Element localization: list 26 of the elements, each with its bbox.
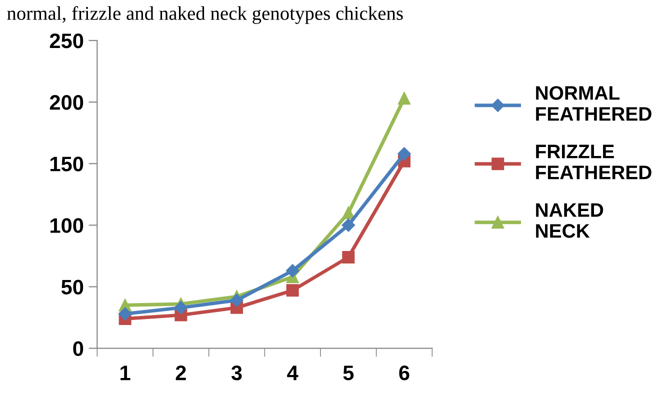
x-tick-label: 5 [343,366,354,380]
point [118,307,132,320]
point [174,301,188,314]
legend-label: NAKED NECK [536,203,604,238]
x-tick-label: 6 [399,366,410,380]
point [286,284,299,297]
x-tick-label: 3 [231,366,242,380]
x-tick-label: 4 [287,366,298,380]
x-tick-label: 2 [176,366,186,380]
y-tick-label: 250 [50,34,84,48]
x-tick-label: 1 [120,366,130,380]
y-tick-label: 50 [61,280,84,294]
point [286,264,300,278]
point [398,92,410,105]
point [342,218,355,232]
y-tick-label: 200 [50,95,84,110]
chart-title: normal, frizzle and naked neck genotypes chickens [7,6,403,24]
point [342,206,355,220]
y-tick-label: 150 [50,156,84,172]
point [342,250,355,264]
legend-label: FRIZZLE FEATHERED [536,144,652,180]
point [230,294,244,307]
legend-label: NORMAL FEATHERED [536,86,652,121]
point [398,147,411,160]
y-tick-label: 100 [50,218,84,233]
y-tick-label: 0 [73,341,84,356]
